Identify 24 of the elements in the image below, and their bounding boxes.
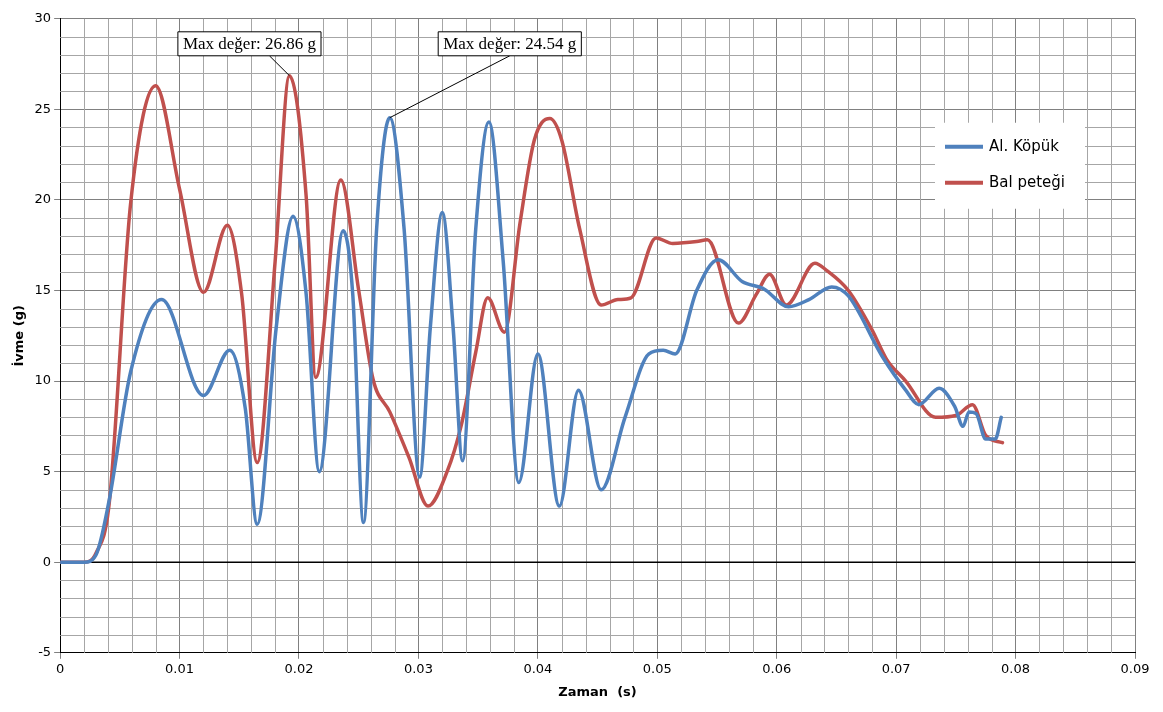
y-tick-label: 25 xyxy=(34,100,52,116)
x-tick-label: 0.07 xyxy=(881,660,911,676)
y-tick-label: 10 xyxy=(34,372,52,388)
y-axis-title: İvme (g) xyxy=(11,305,27,367)
y-tick-label: 30 xyxy=(34,10,52,26)
x-tick-label: 0.03 xyxy=(403,660,433,676)
x-tick-label: 0.04 xyxy=(523,660,553,676)
annotation: Max değer: 26.86 g xyxy=(182,34,317,54)
legend-label: Bal peteği xyxy=(989,172,1065,191)
x-tick-label: 0.05 xyxy=(642,660,672,676)
y-tick-label: 5 xyxy=(42,463,52,479)
x-tick-label: 0.09 xyxy=(1120,660,1150,676)
y-tick-label: 20 xyxy=(34,191,52,207)
x-tick-label: 0.06 xyxy=(762,660,792,676)
y-tick-label: -5 xyxy=(38,644,52,660)
x-tick-label: 0.01 xyxy=(165,660,195,676)
x-tick-label: 0.02 xyxy=(284,660,314,676)
legend-label: Al. Köpük xyxy=(989,136,1060,155)
x-axis-title: Zaman (s) xyxy=(558,683,637,699)
x-tick-label: 0 xyxy=(56,660,65,676)
y-tick-label: 15 xyxy=(34,281,52,297)
annotation: Max değer: 24.54 g xyxy=(443,34,577,54)
y-tick-label: 0 xyxy=(42,553,52,569)
x-tick-label: 0.08 xyxy=(1001,660,1031,676)
